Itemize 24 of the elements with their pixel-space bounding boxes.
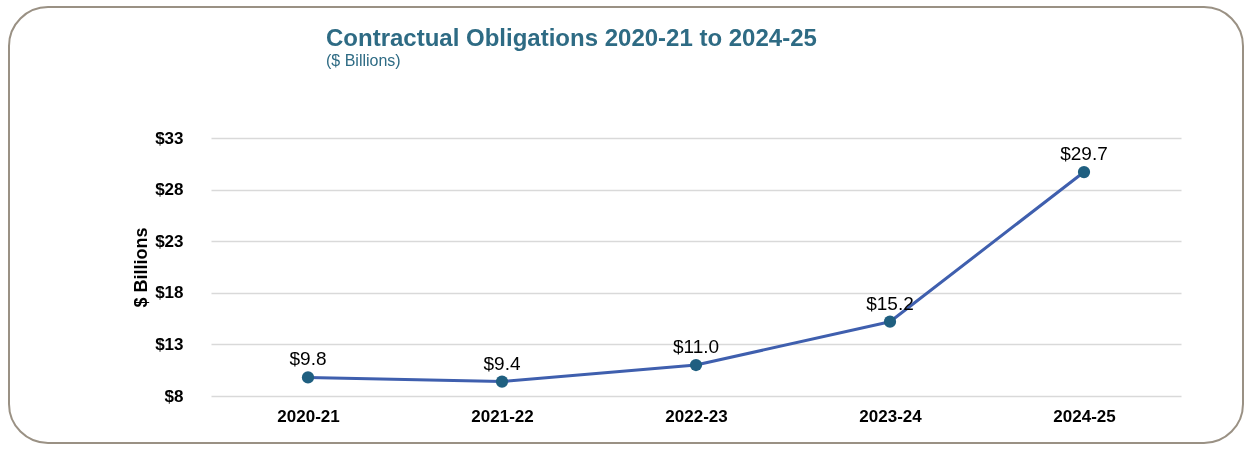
y-axis-title: $ Billions [131,227,152,308]
point [1077,165,1091,179]
data-label: $9.4 [483,352,521,374]
point [495,375,509,388]
x-tick-label: 2023-24 [859,406,923,426]
y-tick-label: $33 [155,128,184,148]
data-label: $9.8 [289,348,327,370]
data-label: $11.0 [672,336,720,358]
x-tick-label: 2024-25 [1053,406,1116,426]
chart-subtitle: ($ Billions) [326,52,401,69]
data-label: $29.7 [1060,143,1108,165]
x-tick-label: 2022-23 [665,406,728,426]
y-tick-label: $18 [155,283,184,303]
data-label: $15.2 [866,292,914,314]
x-tick-label: 2020-21 [277,406,340,426]
y-tick-label: $8 [164,386,184,406]
chart-title: Contractual Obligations 2020-21 to 2024-25 [326,24,817,51]
point [301,371,315,384]
y-tick-label: $23 [155,231,184,251]
point [883,315,897,328]
point [689,358,703,372]
y-tick-label: $28 [155,180,184,200]
x-tick-label: 2021-22 [471,406,534,426]
y-tick-label: $13 [155,334,184,354]
